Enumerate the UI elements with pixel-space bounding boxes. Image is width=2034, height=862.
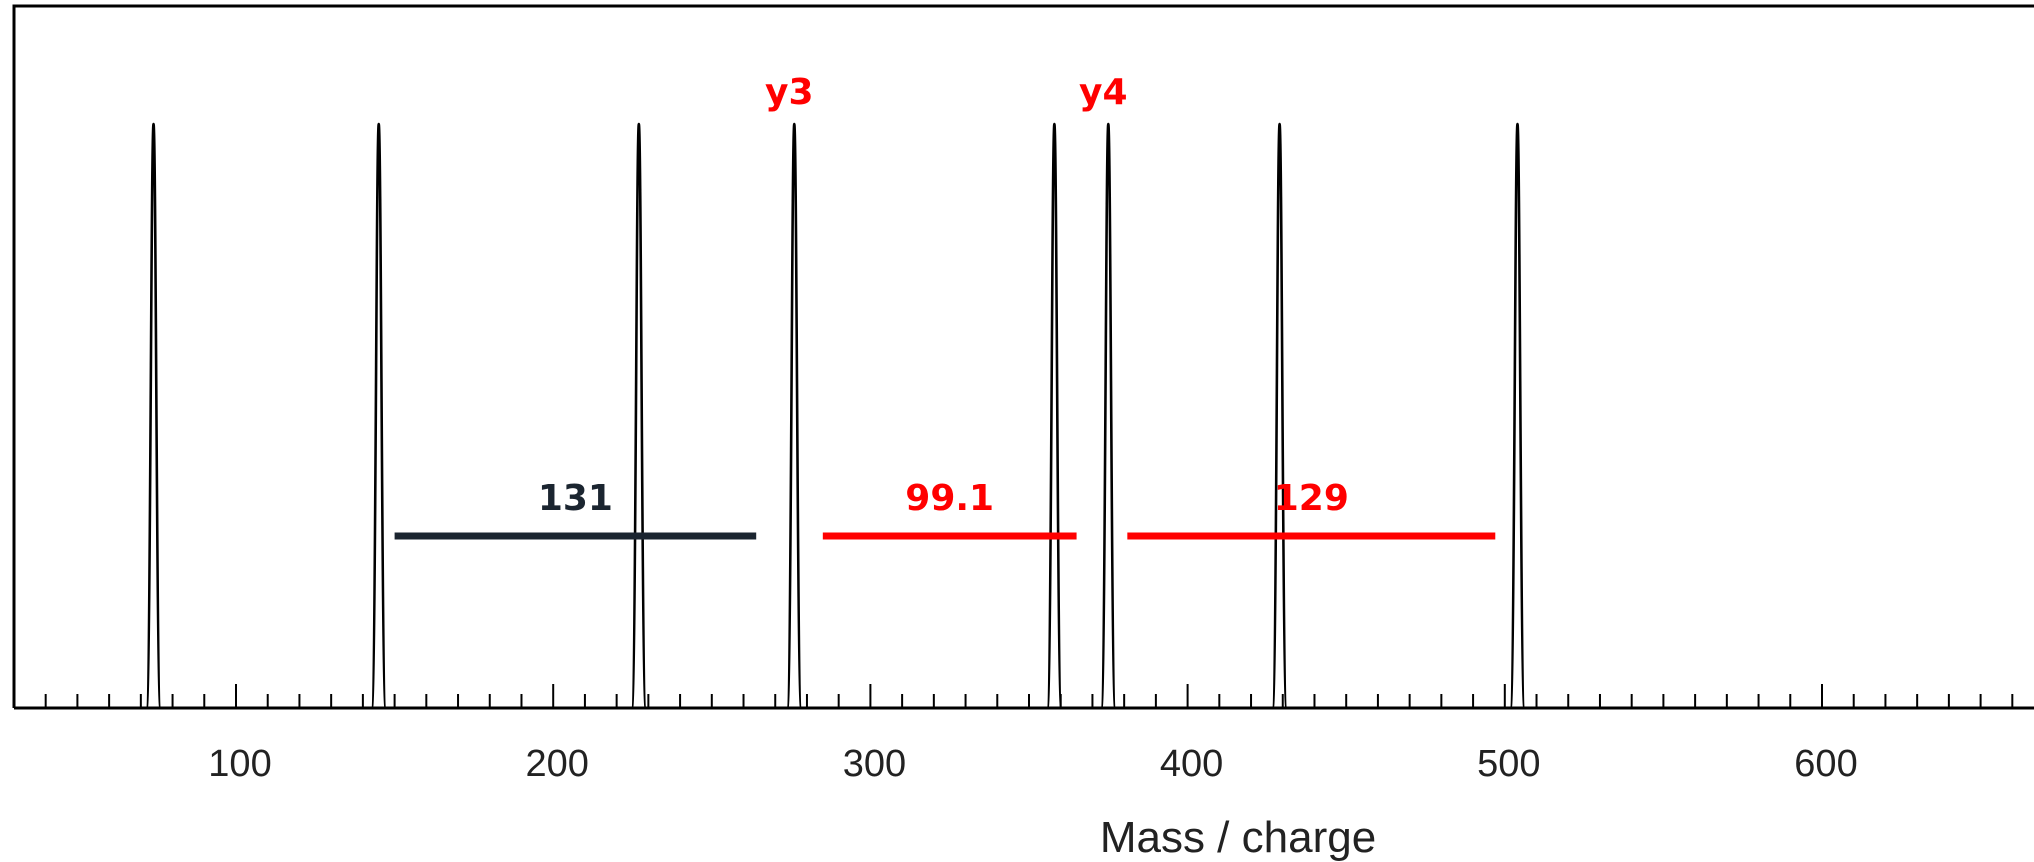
mass-diff-label-2: 99.1 xyxy=(905,478,994,519)
x-tick-label-100: 100 xyxy=(208,743,271,785)
peak-8 xyxy=(1509,122,1526,710)
peak-7 xyxy=(1271,122,1288,710)
peak-2 xyxy=(370,122,388,710)
peak-label-y3: y3 xyxy=(765,72,814,113)
x-tick-label-600: 600 xyxy=(1794,743,1857,785)
peak-5 xyxy=(1046,122,1063,710)
x-tick-label-300: 300 xyxy=(843,743,906,785)
peak-4 xyxy=(785,122,803,710)
mass-diff-label-3: 129 xyxy=(1274,478,1349,519)
mass-diff-label-1: 131 xyxy=(538,478,613,519)
peak-6 xyxy=(1100,122,1117,710)
x-tick-label-200: 200 xyxy=(525,743,588,785)
peak-1 xyxy=(145,122,162,710)
x-tick-label-500: 500 xyxy=(1477,743,1540,785)
plot-frame xyxy=(12,4,2034,708)
x-tick-label-400: 400 xyxy=(1160,743,1223,785)
x-axis-title: Mass / charge xyxy=(1100,813,1376,862)
peak-label-y4: y4 xyxy=(1079,72,1128,113)
peak-3 xyxy=(630,122,648,710)
